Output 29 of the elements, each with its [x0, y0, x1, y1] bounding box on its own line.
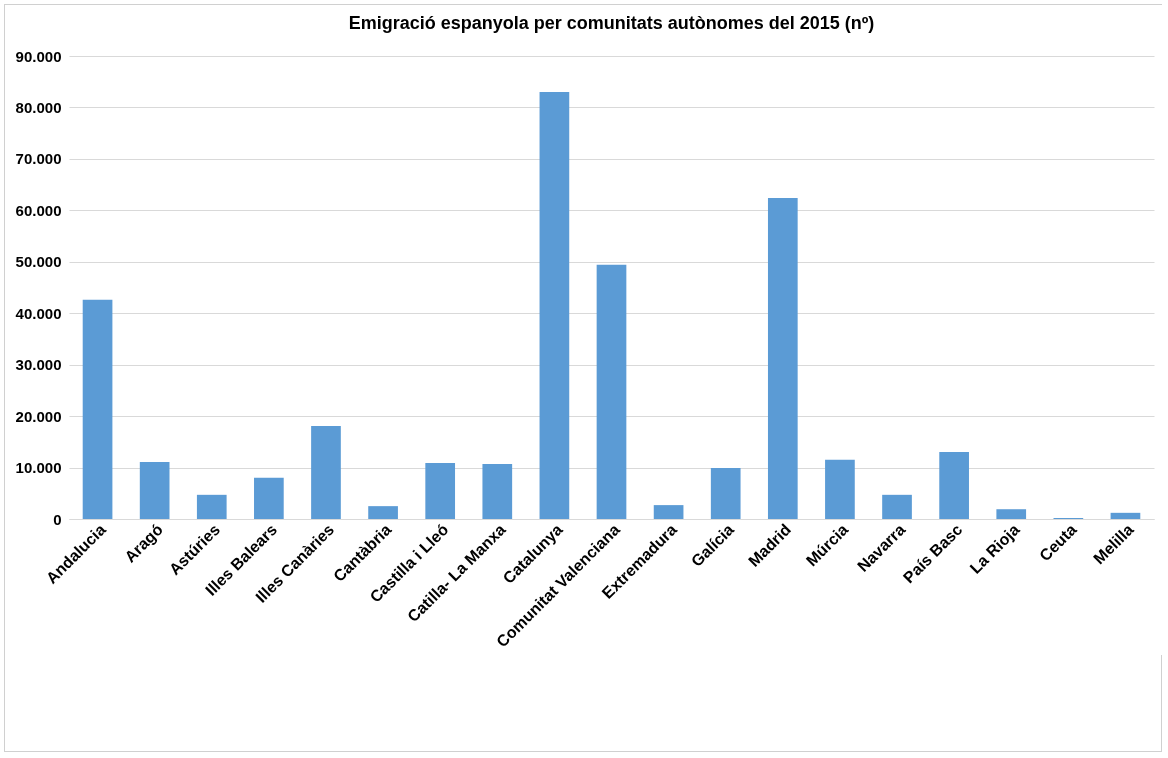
bar	[996, 509, 1027, 519]
y-tick-label: 70.000	[15, 150, 62, 168]
bar	[254, 477, 284, 519]
y-tick-label: 50.000	[15, 253, 62, 271]
y-tick-label: 80.000	[15, 98, 62, 116]
bar	[139, 461, 170, 519]
bar	[1110, 512, 1141, 519]
y-tick-label: 10.000	[15, 459, 62, 477]
bar	[653, 505, 684, 519]
bar	[596, 264, 627, 519]
y-tick-label: 40.000	[15, 304, 62, 322]
bar	[882, 494, 912, 519]
bar	[767, 197, 798, 519]
bar	[939, 452, 969, 519]
y-tick-label: 0	[53, 510, 62, 528]
bar	[368, 506, 398, 519]
y-tick-label: 20.000	[15, 407, 62, 425]
bar	[825, 459, 855, 519]
bar	[82, 299, 113, 519]
bar	[482, 463, 513, 519]
chart-title: Emigració espanyola per comunitats autònomes del 2015 (nº)	[348, 13, 875, 33]
bar	[710, 468, 741, 519]
bar	[196, 494, 227, 519]
bar	[425, 462, 456, 519]
y-tick-label: 90.000	[15, 47, 62, 65]
bar	[311, 425, 341, 519]
bar	[539, 92, 570, 519]
y-tick-label: 30.000	[15, 356, 62, 374]
y-tick-label: 60.000	[15, 201, 62, 219]
